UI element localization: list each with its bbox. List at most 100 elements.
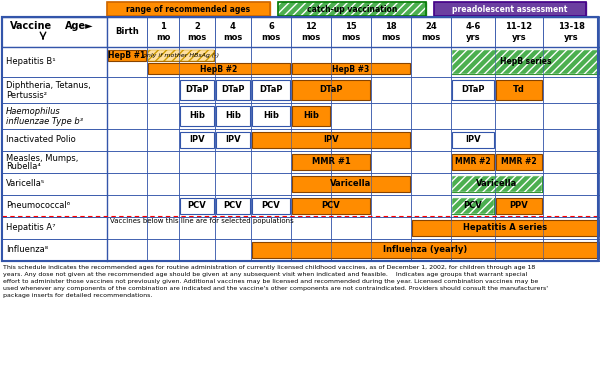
Text: 15
mos: 15 mos bbox=[341, 22, 361, 42]
Bar bbox=[292, 154, 370, 170]
Bar bbox=[147, 17, 179, 47]
Bar bbox=[147, 103, 179, 129]
Bar bbox=[452, 50, 599, 74]
Text: only if mother HBsAg (-): only if mother HBsAg (-) bbox=[143, 54, 219, 59]
Text: Inactivated Polio: Inactivated Polio bbox=[6, 136, 76, 145]
Bar bbox=[411, 77, 451, 103]
Bar bbox=[496, 154, 542, 170]
Text: Age►: Age► bbox=[65, 21, 94, 31]
Bar bbox=[543, 195, 600, 217]
Bar bbox=[251, 217, 291, 239]
Text: IPV: IPV bbox=[323, 136, 339, 145]
Bar bbox=[2, 47, 107, 77]
Bar bbox=[543, 173, 600, 195]
Bar bbox=[251, 151, 291, 173]
Text: 11-12
yrs: 11-12 yrs bbox=[505, 22, 533, 42]
Bar bbox=[371, 17, 411, 47]
Text: Diphtheria, Tetanus,: Diphtheria, Tetanus, bbox=[6, 81, 91, 90]
Bar bbox=[291, 47, 331, 77]
Bar bbox=[278, 2, 426, 16]
Bar bbox=[371, 173, 411, 195]
Bar bbox=[252, 132, 410, 148]
Bar bbox=[179, 47, 215, 77]
Bar bbox=[291, 217, 331, 239]
Bar bbox=[451, 151, 495, 173]
Bar bbox=[452, 198, 494, 214]
Text: Hib: Hib bbox=[189, 111, 205, 120]
Bar bbox=[2, 129, 107, 151]
Bar bbox=[180, 132, 214, 148]
Bar bbox=[107, 2, 270, 16]
Bar bbox=[292, 198, 370, 214]
Text: influenzae Type b³: influenzae Type b³ bbox=[6, 117, 83, 126]
Bar bbox=[412, 220, 599, 236]
Text: IPV: IPV bbox=[225, 136, 241, 145]
Bar bbox=[179, 17, 215, 47]
Text: HepB series: HepB series bbox=[500, 57, 551, 66]
Bar bbox=[371, 77, 411, 103]
Bar bbox=[2, 17, 107, 47]
Bar bbox=[2, 217, 107, 239]
Bar bbox=[496, 80, 542, 100]
Bar bbox=[291, 239, 331, 261]
Bar bbox=[495, 47, 543, 261]
Bar bbox=[411, 151, 451, 173]
Bar bbox=[147, 239, 179, 261]
Bar bbox=[215, 217, 251, 239]
Bar bbox=[179, 103, 215, 129]
Text: IPV: IPV bbox=[465, 136, 481, 145]
Text: Hepatitis B¹: Hepatitis B¹ bbox=[6, 57, 56, 66]
Text: Varicella⁵: Varicella⁵ bbox=[6, 179, 45, 188]
Bar bbox=[2, 173, 107, 195]
Bar bbox=[107, 17, 147, 47]
Bar bbox=[147, 151, 179, 173]
Bar bbox=[2, 17, 598, 261]
Bar bbox=[215, 77, 251, 103]
Bar bbox=[451, 77, 495, 103]
Text: Hib: Hib bbox=[225, 111, 241, 120]
Text: 1
mo: 1 mo bbox=[156, 22, 170, 42]
Bar bbox=[2, 195, 107, 217]
Bar bbox=[252, 106, 290, 126]
Bar bbox=[216, 198, 250, 214]
Bar bbox=[107, 77, 147, 103]
Bar bbox=[292, 63, 410, 74]
Text: PCV: PCV bbox=[262, 201, 280, 210]
Bar bbox=[2, 17, 598, 261]
Bar bbox=[215, 17, 251, 47]
Bar bbox=[215, 47, 251, 77]
Bar bbox=[215, 151, 251, 173]
Bar bbox=[147, 77, 179, 103]
Bar bbox=[252, 80, 290, 100]
Bar bbox=[107, 151, 147, 173]
Bar bbox=[148, 50, 214, 61]
Bar bbox=[451, 217, 495, 239]
Bar bbox=[495, 217, 543, 239]
Bar bbox=[179, 129, 215, 151]
Bar bbox=[452, 80, 494, 100]
Text: HepB #2: HepB #2 bbox=[200, 65, 238, 74]
Text: Varicella: Varicella bbox=[476, 179, 518, 188]
Bar bbox=[291, 195, 331, 217]
Bar bbox=[543, 151, 600, 173]
Text: 6
mos: 6 mos bbox=[262, 22, 281, 42]
Bar bbox=[215, 173, 251, 195]
Bar bbox=[147, 173, 179, 195]
Bar bbox=[452, 154, 494, 170]
Bar bbox=[291, 129, 331, 151]
Text: 18
mos: 18 mos bbox=[382, 22, 401, 42]
Text: Haemophilus: Haemophilus bbox=[6, 107, 61, 116]
Bar bbox=[291, 103, 331, 129]
Text: Birth: Birth bbox=[115, 27, 139, 36]
Bar bbox=[411, 239, 451, 261]
Bar bbox=[215, 129, 251, 151]
Bar bbox=[411, 173, 451, 195]
Bar bbox=[496, 198, 542, 214]
Bar bbox=[180, 106, 214, 126]
Text: MMR #1: MMR #1 bbox=[311, 158, 350, 167]
Bar bbox=[451, 239, 495, 261]
Bar bbox=[147, 217, 179, 239]
Bar bbox=[451, 195, 495, 217]
Bar bbox=[331, 239, 371, 261]
Bar bbox=[147, 129, 179, 151]
